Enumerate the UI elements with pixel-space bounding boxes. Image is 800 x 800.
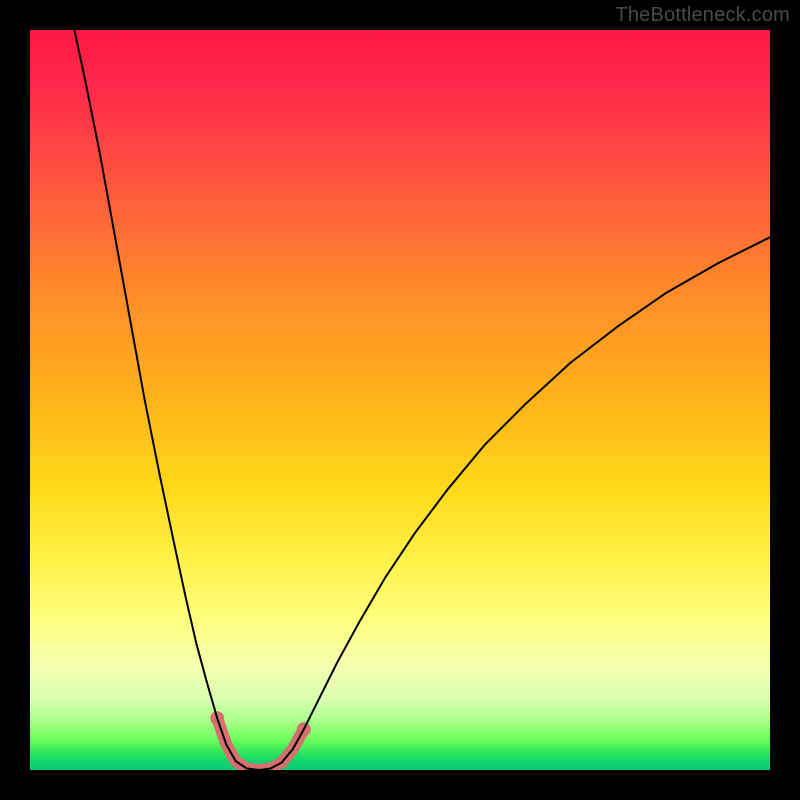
highlight-band xyxy=(217,718,304,770)
plot-area xyxy=(30,30,770,770)
watermark-text: TheBottleneck.com xyxy=(615,4,790,27)
bottleneck-curve xyxy=(74,30,770,770)
curve-layer xyxy=(30,30,770,770)
chart-container: TheBottleneck.com xyxy=(0,0,800,800)
